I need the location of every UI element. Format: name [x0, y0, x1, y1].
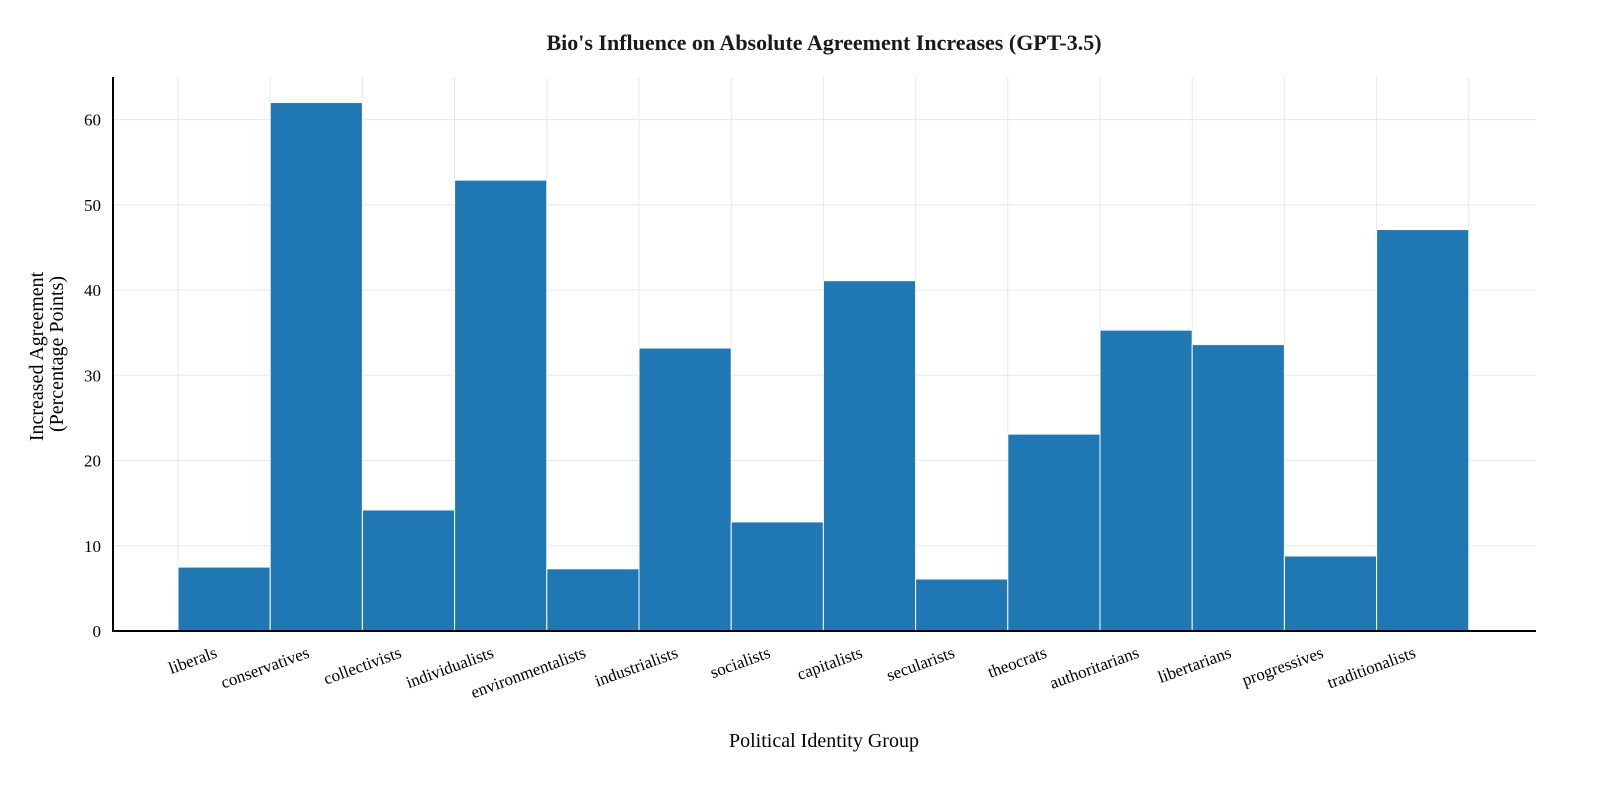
bar-industrialists	[638, 347, 732, 632]
x-tick-label-progressives: progressives	[1240, 643, 1326, 690]
bar-liberals	[177, 566, 271, 632]
x-tick-label-libertarians: libertarians	[1155, 643, 1233, 687]
x-tick-label-theocrats: theocrats	[985, 643, 1049, 682]
bar-authoritarians	[1099, 329, 1193, 632]
bar-theocrats	[1007, 433, 1101, 632]
y-tick-label: 50	[84, 196, 101, 215]
x-tick-label-capitalists: capitalists	[794, 643, 864, 684]
bar-environmentalists	[546, 568, 640, 632]
y-axis-label-line-1: Increased Agreement	[26, 271, 48, 441]
y-axis-label: Increased Agreement (Percentage Points)	[26, 267, 68, 441]
x-tick-label-socialists: socialists	[708, 643, 773, 682]
y-axis-label-line-2: (Percentage Points)	[46, 276, 68, 432]
bar-socialists	[730, 521, 824, 632]
bars-layer	[177, 102, 1470, 632]
x-tick-label-secularists: secularists	[884, 643, 957, 685]
y-ticks-layer: 0 10 20 30 40 50 60	[84, 111, 101, 641]
y-tick-label: 0	[93, 622, 102, 641]
axes-layer	[112, 77, 1536, 632]
bar-collectivists	[361, 509, 456, 632]
bar-traditionalists	[1376, 229, 1470, 632]
bar-libertarians	[1191, 344, 1285, 632]
bar-progressives	[1283, 555, 1378, 632]
x-tick-label-industrialists: industrialists	[592, 643, 680, 691]
bar-individualists	[454, 179, 548, 632]
x-axis-label: Political Identity Group	[729, 730, 919, 752]
x-tick-label-collectivists: collectivists	[321, 643, 404, 689]
y-tick-label: 10	[84, 537, 101, 556]
x-tick-label-liberals: liberals	[166, 643, 220, 678]
y-tick-label: 30	[84, 366, 101, 385]
x-tick-label-conservatives: conservatives	[218, 643, 311, 693]
bar-capitalists	[822, 280, 917, 632]
y-tick-label: 40	[84, 281, 101, 300]
chart-title: Bio's Influence on Absolute Agreement In…	[546, 30, 1101, 55]
x-tick-label-authoritarians: authoritarians	[1047, 643, 1141, 693]
bar-secularists	[915, 578, 1009, 632]
y-tick-label: 60	[84, 111, 101, 130]
y-tick-label: 20	[84, 452, 101, 471]
x-tick-label-traditionalists: traditionalists	[1325, 643, 1418, 693]
bar-conservatives	[269, 102, 363, 632]
